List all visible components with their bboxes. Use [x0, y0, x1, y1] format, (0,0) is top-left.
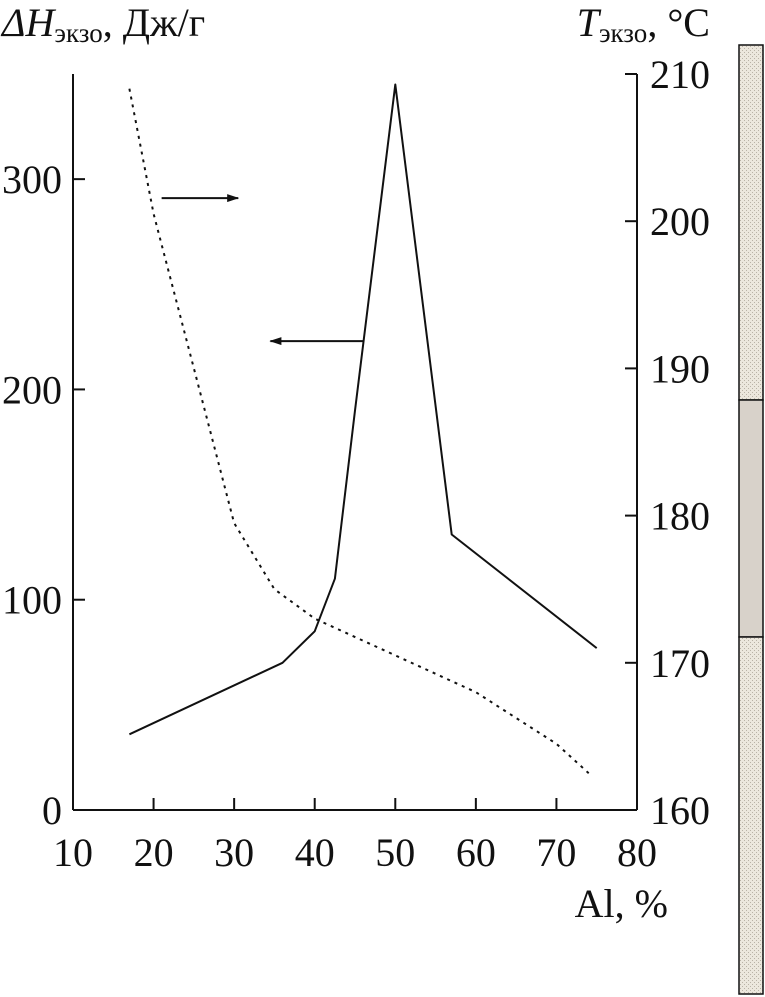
x-tick-label: 40 [295, 830, 335, 875]
y-right-tick-label: 210 [650, 52, 710, 97]
side-bar-segment [738, 44, 764, 401]
y-right-tick-label: 180 [650, 494, 710, 539]
y-right-tick-label: 160 [650, 788, 710, 833]
annotation-layer [161, 194, 364, 346]
y-left-axis-title-main: ΔH [0, 0, 56, 45]
x-ticks: 10 20 30 40 50 60 70 80 [53, 798, 657, 875]
y-left-tick-label: 100 [2, 578, 62, 623]
y-right-axis-title-sub: экзо [599, 18, 647, 48]
y-left-tick-label: 200 [2, 367, 62, 412]
y-right-tick-label: 170 [650, 641, 710, 686]
y-right-axis-title-rest: , °C [647, 0, 710, 45]
y-left-axis-title: ΔHэкзо, Дж/г [0, 0, 205, 48]
y-left-ticks: 0 100 200 300 [2, 157, 85, 833]
y-right-axis-title-main: T [577, 0, 602, 45]
dotted-series-line [128, 88, 590, 774]
x-tick-label: 20 [134, 830, 174, 875]
x-tick-label: 30 [214, 830, 254, 875]
x-axis-title: Al, % [575, 881, 668, 926]
y-right-axis-title: Tэкзо, °C [577, 0, 710, 48]
y-left-tick-label: 0 [42, 788, 62, 833]
y-left-tick-label: 300 [2, 157, 62, 202]
x-tick-label: 60 [456, 830, 496, 875]
x-tick-label: 80 [617, 830, 657, 875]
y-right-tick-label: 190 [650, 346, 710, 391]
solid-series-line [128, 83, 598, 736]
series-layer [128, 83, 598, 774]
y-right-tick-label: 200 [650, 199, 710, 244]
y-right-ticks: 160 170 180 190 200 210 [625, 52, 710, 833]
axes [72, 74, 638, 811]
y-left-axis-title-rest: , Дж/г [103, 0, 205, 45]
side-bar-segment [738, 399, 764, 638]
x-tick-label: 70 [536, 830, 576, 875]
x-tick-label: 10 [53, 830, 93, 875]
y-left-axis-title-sub: экзо [54, 18, 102, 48]
side-bar [738, 44, 764, 995]
side-bar-segment [738, 636, 764, 995]
x-tick-label: 50 [375, 830, 415, 875]
